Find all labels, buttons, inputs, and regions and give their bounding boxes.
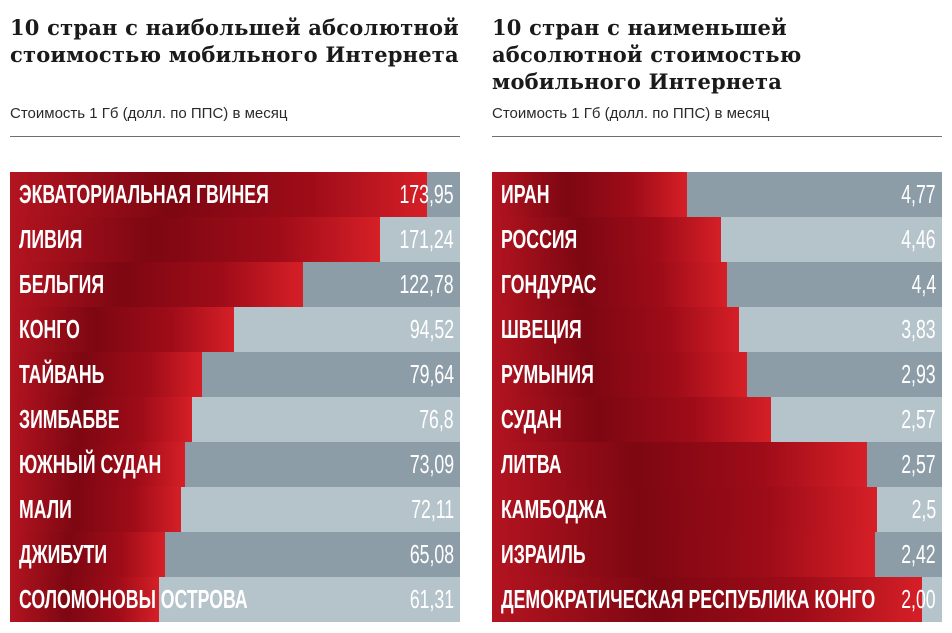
- value-label: 122,78: [399, 269, 454, 299]
- category-label: ЛИТВА: [501, 449, 562, 479]
- bar-chart: ИРАН 4,77 РОССИЯ 4,46 ГОНДУРАС 4,4 ШВЕЦИЯ 3,83 Р…: [492, 172, 942, 624]
- category-label: ИЗРАИЛЬ: [501, 539, 586, 569]
- value-label: 2,57: [901, 449, 936, 479]
- value-label: 4,77: [901, 179, 936, 209]
- bar-row: ШВЕЦИЯ 3,83: [492, 307, 942, 352]
- chart-subtitle: Стоимость 1 Гб (долл. по ППС) в месяц: [492, 105, 770, 122]
- category-label: ЛИВИЯ: [19, 224, 83, 254]
- value-label: 72,11: [411, 494, 454, 524]
- bar: [10, 487, 181, 532]
- bar: [10, 397, 193, 442]
- bar-row: ЮЖНЫЙ СУДАН 73,09: [10, 442, 460, 487]
- bar-chart: ЭКВАТОРИАЛЬНАЯ ГВИНЕЯ 173,95 ЛИВИЯ 171,24 БЕ…: [10, 172, 460, 624]
- bar: [492, 487, 878, 532]
- bar: [10, 217, 381, 262]
- bar-row: ЛИТВА 2,57: [492, 442, 942, 487]
- bar: [492, 397, 772, 442]
- category-label: КАМБОДЖА: [501, 494, 607, 524]
- bar: [492, 172, 687, 217]
- bar: [492, 307, 740, 352]
- bar-row: КОНГО 94,52: [10, 307, 460, 352]
- category-label: КОНГО: [19, 314, 80, 344]
- bar: [492, 442, 868, 487]
- category-label: ЗИМБАБВЕ: [19, 404, 120, 434]
- bar-row: ТАЙВАНЬ 79,64: [10, 352, 460, 397]
- bar-row: ДЕМОКРАТИЧЕСКАЯ РЕСПУБЛИКА КОНГО 2,00: [492, 577, 942, 622]
- bar: [492, 532, 876, 577]
- bar-row: ИРАН 4,77: [492, 172, 942, 217]
- value-label: 171,24: [399, 224, 454, 254]
- bar: [492, 217, 721, 262]
- bar-row: БЕЛЬГИЯ 122,78: [10, 262, 460, 307]
- category-label: ГОНДУРАС: [501, 269, 597, 299]
- value-label: 61,31: [409, 584, 454, 614]
- bar: [492, 262, 727, 307]
- category-label: ЮЖНЫЙ СУДАН: [19, 449, 162, 479]
- divider: [10, 136, 460, 137]
- bar: [10, 262, 304, 307]
- value-label: 2,5: [911, 494, 936, 524]
- bar-row: СОЛОМОНОВЫ ОСТРОВА 61,31: [10, 577, 460, 622]
- category-label: ИРАН: [501, 179, 550, 209]
- bar-row: ЛИВИЯ 171,24: [10, 217, 460, 262]
- category-label: СУДАН: [501, 404, 562, 434]
- bar: [492, 352, 748, 397]
- bar-row: ДЖИБУТИ 65,08: [10, 532, 460, 577]
- category-label: ДЖИБУТИ: [19, 539, 108, 569]
- chart-title: 10 стран с наибольшей абсолютной стоимос…: [10, 15, 459, 67]
- bar-row: СУДАН 2,57: [492, 397, 942, 442]
- least-expensive-panel: 10 стран с наименьшей абсолютной стоимос…: [492, 0, 944, 633]
- value-label: 4,46: [901, 224, 936, 254]
- value-label: 4,4: [911, 269, 936, 299]
- bar: [10, 307, 234, 352]
- bar-row: ЭКВАТОРИАЛЬНАЯ ГВИНЕЯ 173,95: [10, 172, 460, 217]
- bar-row: КАМБОДЖА 2,5: [492, 487, 942, 532]
- value-label: 2,57: [901, 404, 936, 434]
- bar-row: МАЛИ 72,11: [10, 487, 460, 532]
- value-label: 76,8: [419, 404, 454, 434]
- bar: [10, 352, 202, 397]
- divider: [492, 136, 942, 137]
- category-label: ЭКВАТОРИАЛЬНАЯ ГВИНЕЯ: [19, 179, 269, 209]
- bar: [10, 442, 185, 487]
- chart-title: 10 стран с наименьшей абсолютной стоимос…: [492, 15, 802, 94]
- most-expensive-panel: 10 стран с наибольшей абсолютной стоимос…: [10, 0, 462, 633]
- bar: [492, 577, 923, 622]
- bar-row: ГОНДУРАС 4,4: [492, 262, 942, 307]
- category-label: ШВЕЦИЯ: [501, 314, 582, 344]
- bar-row: РОССИЯ 4,46: [492, 217, 942, 262]
- value-label: 2,42: [901, 539, 936, 569]
- bar: [10, 172, 428, 217]
- value-label: 73,09: [409, 449, 454, 479]
- category-label: ДЕМОКРАТИЧЕСКАЯ РЕСПУБЛИКА КОНГО: [501, 584, 876, 614]
- category-label: ТАЙВАНЬ: [19, 359, 105, 389]
- value-label: 2,93: [901, 359, 936, 389]
- value-label: 94,52: [409, 314, 454, 344]
- bar-row: ЗИМБАБВЕ 76,8: [10, 397, 460, 442]
- category-label: СОЛОМОНОВЫ ОСТРОВА: [19, 584, 248, 614]
- value-label: 79,64: [409, 359, 454, 389]
- chart-subtitle: Стоимость 1 Гб (долл. по ППС) в месяц: [10, 105, 288, 122]
- value-label: 2,00: [901, 584, 936, 614]
- bar-row: РУМЫНИЯ 2,93: [492, 352, 942, 397]
- value-label: 3,83: [901, 314, 936, 344]
- category-label: РОССИЯ: [501, 224, 578, 254]
- bar: [10, 577, 159, 622]
- bar-row: ИЗРАИЛЬ 2,42: [492, 532, 942, 577]
- bar: [10, 532, 166, 577]
- category-label: БЕЛЬГИЯ: [19, 269, 105, 299]
- value-label: 65,08: [409, 539, 454, 569]
- category-label: МАЛИ: [19, 494, 72, 524]
- category-label: РУМЫНИЯ: [501, 359, 594, 389]
- value-label: 173,95: [399, 179, 454, 209]
